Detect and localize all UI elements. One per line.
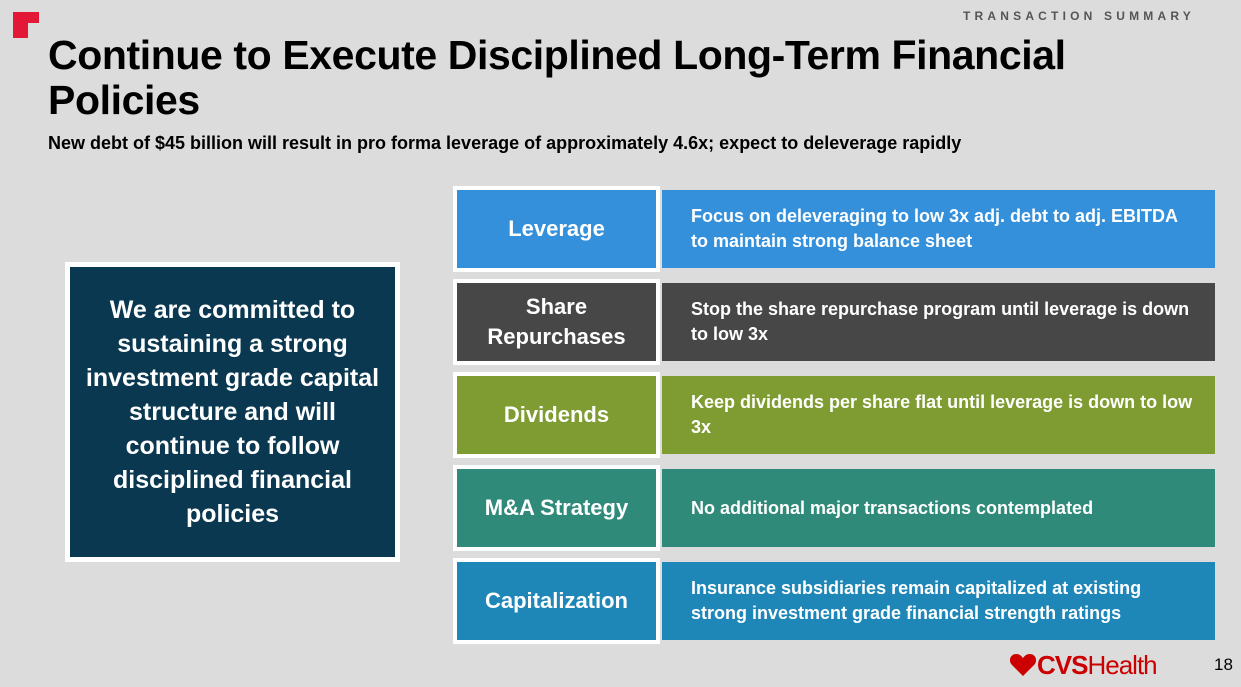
policy-row-share-repurchases: Share Repurchases Stop the share repurch…: [453, 279, 1215, 365]
page-title: Continue to Execute Disciplined Long-Ter…: [48, 32, 1066, 123]
section-label: TRANSACTION SUMMARY: [962, 9, 1195, 23]
policy-label-leverage: Leverage: [453, 186, 660, 272]
policy-row-dividends: Dividends Keep dividends per share flat …: [453, 372, 1215, 458]
policy-description-share-repurchases: Stop the share repurchase program until …: [662, 283, 1215, 361]
heart-icon: [1010, 654, 1036, 676]
policy-row-leverage: Leverage Focus on deleveraging to low 3x…: [453, 186, 1215, 272]
policy-row-capitalization: Capitalization Insurance subsidiaries re…: [453, 558, 1215, 644]
policy-label-share-repurchases: Share Repurchases: [453, 279, 660, 365]
commitment-box: We are committed to sustaining a strong …: [65, 262, 400, 562]
policy-row-ma-strategy: M&A Strategy No additional major transac…: [453, 465, 1215, 551]
page-number: 18: [1214, 655, 1233, 674]
policy-label-dividends: Dividends: [453, 372, 660, 458]
policy-description-dividends: Keep dividends per share flat until leve…: [662, 376, 1215, 454]
policy-description-capitalization: Insurance subsidiaries remain capitalize…: [662, 562, 1215, 640]
policy-description-ma-strategy: No additional major transactions contemp…: [662, 469, 1215, 547]
corner-logo-icon: [13, 12, 39, 38]
policy-description-leverage: Focus on deleveraging to low 3x adj. deb…: [662, 190, 1215, 268]
policy-label-ma-strategy: M&A Strategy: [453, 465, 660, 551]
page-subtitle: New debt of $45 billion will result in p…: [48, 133, 962, 153]
brand-health: Health: [1087, 649, 1157, 680]
brand-cvs: CVS: [1037, 649, 1088, 680]
commitment-text: We are committed to sustaining a strong …: [85, 296, 380, 528]
policy-label-capitalization: Capitalization: [453, 558, 660, 644]
cvs-health-logo: CVS Health: [1010, 649, 1158, 680]
